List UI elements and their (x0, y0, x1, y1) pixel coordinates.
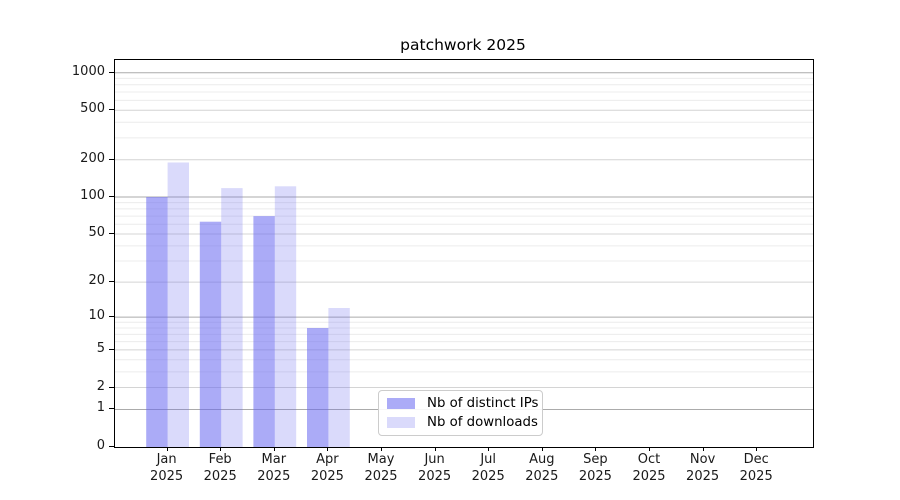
x-tick-label-feb: Feb 2025 (203, 452, 237, 484)
y-tick-label: 5 (96, 340, 105, 356)
y-tick-mark (108, 446, 114, 447)
y-tick-mark (108, 281, 114, 283)
x-tick-label-sep: Sep 2025 (578, 452, 612, 484)
x-tick-mark (541, 447, 543, 451)
x-tick-mark (434, 447, 436, 451)
legend-label-downloads: Nb of downloads (427, 415, 538, 430)
x-tick-mark (381, 447, 382, 451)
x-tick-label-nov: Nov 2025 (686, 452, 720, 484)
x-tick-mark (327, 447, 329, 451)
chart-title: patchwork 2025 (400, 36, 526, 54)
x-tick-label-dec: Dec 2025 (739, 452, 773, 484)
bars-and-gridlines (115, 72, 813, 447)
x-tick-label-mar: Mar 2025 (257, 452, 291, 484)
y-tick-mark (108, 316, 114, 318)
bar-distinct-ips-jan (146, 197, 168, 447)
legend-item-distinct-ips: Nb of distinct IPs (387, 394, 538, 413)
x-tick-mark (702, 447, 704, 451)
legend-item-downloads: Nb of downloads (387, 413, 538, 432)
y-tick-mark (108, 386, 114, 388)
y-tick-label: 20 (88, 273, 105, 289)
plot-area (114, 59, 814, 448)
y-tick-label: 10 (88, 308, 105, 324)
y-tick-label: 0 (96, 438, 105, 453)
x-tick-mark (756, 447, 758, 451)
bar-downloads-feb (221, 188, 243, 447)
y-tick-mark (108, 196, 114, 197)
y-tick-mark (108, 408, 114, 410)
x-tick-mark (488, 447, 490, 451)
legend-swatch-downloads (387, 417, 415, 428)
y-tick-mark (108, 71, 114, 73)
y-tick-mark (108, 348, 114, 350)
x-tick-mark (273, 447, 275, 451)
x-tick-mark (220, 447, 222, 451)
x-tick-label-jul: Jul 2025 (471, 452, 505, 484)
x-tick-mark (595, 447, 597, 451)
y-tick-label: 200 (80, 150, 105, 166)
y-tick-label: 100 (80, 188, 105, 203)
y-tick-label: 50 (88, 225, 105, 240)
y-tick-label: 2 (96, 378, 105, 394)
bar-downloads-jan (167, 162, 189, 447)
y-tick-mark (108, 158, 114, 160)
x-tick-label-apr: Apr 2025 (310, 452, 344, 484)
legend-swatch-distinct-ips (387, 398, 415, 409)
y-tick-label: 1000 (71, 63, 105, 79)
x-tick-label-may: May 2025 (364, 452, 398, 484)
x-tick-label-jun: Jun 2025 (418, 452, 452, 484)
x-tick-mark (166, 447, 168, 451)
x-tick-mark (649, 447, 650, 451)
y-tick-label: 1 (96, 400, 105, 416)
y-tick-label: 500 (80, 101, 105, 117)
legend-label-distinct-ips: Nb of distinct IPs (427, 396, 539, 411)
bar-distinct-ips-mar (253, 216, 275, 447)
legend: Nb of distinct IPs Nb of downloads (378, 390, 543, 436)
x-tick-label-aug: Aug 2025 (525, 452, 559, 484)
y-tick-mark (108, 233, 114, 234)
bar-downloads-mar (274, 186, 297, 447)
x-tick-label-oct: Oct 2025 (632, 452, 666, 484)
y-tick-mark (108, 109, 114, 111)
x-tick-label-jan: Jan 2025 (150, 452, 184, 484)
bar-distinct-ips-apr (307, 328, 329, 447)
bar-distinct-ips-feb (199, 221, 222, 447)
bar-downloads-apr (328, 308, 350, 447)
